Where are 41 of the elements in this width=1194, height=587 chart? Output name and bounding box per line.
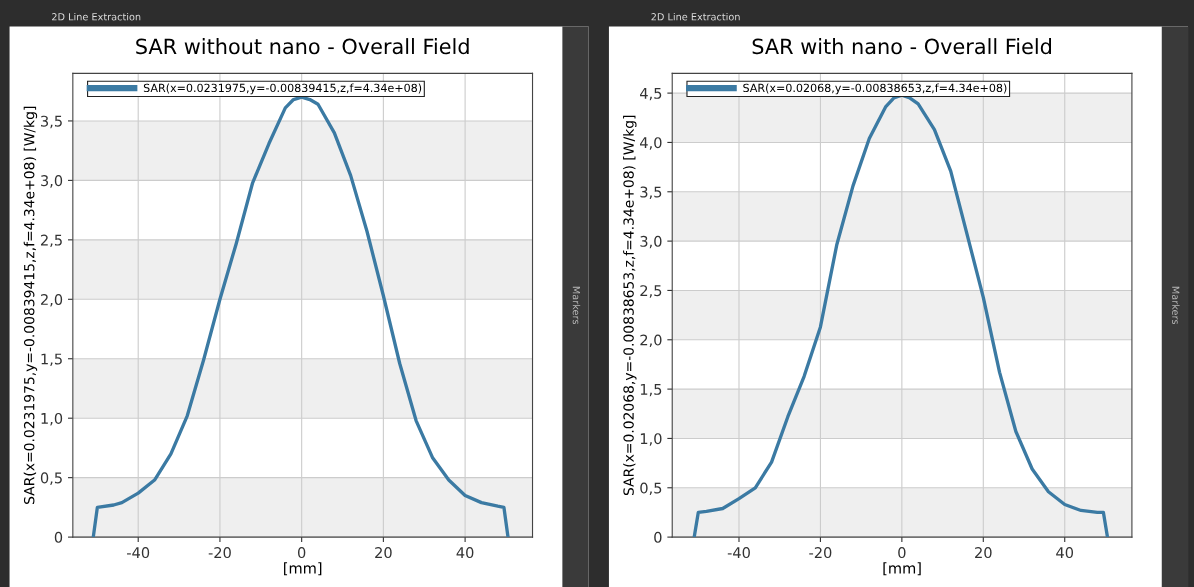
text: Markers	[572, 286, 581, 325]
y-axis-title: SAR(x=0.0231975,y=-0.00839415,z,f=4.34e+08) [W/kg]	[23, 106, 38, 504]
y-tick-label: 3,5	[640, 186, 662, 200]
chart-title: SAR without nano - Overall Field	[136, 38, 469, 55]
chart-title: SAR with nano - Overall Field	[752, 38, 1051, 55]
y-tick-label: 1,5	[640, 384, 662, 397]
x-tick-label: -40	[127, 547, 150, 559]
legend-label: SAR(x=0.02068,y=-0.00838653,z,f=4.34e+08)	[743, 83, 1007, 95]
y-tick-label: 3,0	[41, 175, 63, 188]
y-tick-label: 0	[654, 531, 662, 543]
x-axis-title: [mm]	[284, 562, 322, 576]
y-tick-label: 2,0	[40, 294, 63, 307]
y-tick-label: 1,5	[41, 353, 62, 366]
x-tick-label: -20	[809, 547, 832, 559]
y-tick-label: 1,0	[41, 412, 63, 426]
y-tick-label: 3,5	[41, 115, 62, 129]
line-series	[91, 95, 510, 538]
x-tick-label: 20	[375, 547, 392, 559]
y-tick-label: 2,0	[640, 334, 662, 348]
x-tick-label: 20	[975, 547, 992, 559]
y-tick-label: 2,5	[640, 285, 662, 298]
y-axis-title: SAR(x=0.02068,y=-0.00838653,z,f=4.34e+08) [W/kg]	[623, 115, 637, 496]
y-tick-label: 3,0	[640, 235, 662, 249]
x-tick-label: 40	[1056, 547, 1074, 559]
x-tick-label: 40	[456, 547, 474, 559]
text: 2D Line Extraction	[651, 12, 740, 21]
y-tick-label: 0	[54, 531, 63, 543]
legend-label: SAR(x=0.0231975,y=-0.00839415,z,f=4.34e+08)	[143, 83, 422, 95]
x-tick-label: 0	[898, 547, 906, 559]
y-tick-label: 0,5	[40, 472, 62, 485]
x-tick-label: 0	[297, 547, 306, 559]
y-tick-label: 4,5	[640, 88, 662, 101]
text: Markers	[1172, 286, 1180, 325]
text: 2D Line Extraction	[52, 12, 141, 21]
y-tick-label: 4,0	[640, 137, 662, 150]
y-tick-label: 2,5	[40, 234, 62, 248]
x-axis-title: [mm]	[883, 562, 921, 576]
x-tick-label: -40	[727, 547, 750, 559]
x-tick-label: -20	[208, 547, 231, 559]
y-tick-label: 1,0	[640, 433, 662, 446]
y-tick-label: 0,5	[640, 482, 662, 496]
